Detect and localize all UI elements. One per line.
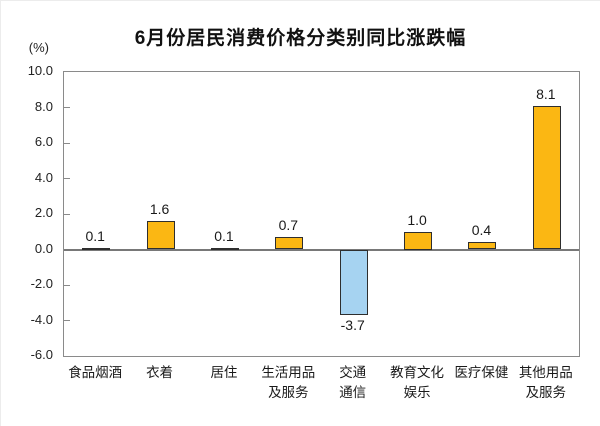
bar-value-label: 0.7 <box>278 217 299 234</box>
bar <box>404 231 433 250</box>
y-axis-tick-label: -2.0 <box>30 276 53 291</box>
y-axis-tick-label: 2.0 <box>34 205 53 220</box>
x-axis-category-label: 交通 通信 <box>339 365 367 400</box>
bar-value-label: -3.7 <box>340 317 365 334</box>
zero-axis-line <box>64 248 579 251</box>
x-axis-category-label: 教育文化 娱乐 <box>390 365 445 400</box>
x-axis-category-label: 衣着 <box>146 365 174 380</box>
bar <box>468 242 497 250</box>
y-axis-unit-label: (%) <box>28 40 49 55</box>
bar <box>532 105 561 250</box>
y-axis-tick-label: 10.0 <box>27 63 53 78</box>
y-axis-tick-mark <box>64 320 70 321</box>
bar-value-label: 1.0 <box>407 211 427 228</box>
bar-value-label: 1.6 <box>149 201 170 218</box>
bar <box>82 247 111 250</box>
plot-area <box>63 71 580 357</box>
bar-value-label: 0.1 <box>214 227 234 244</box>
y-axis-tick-label: -4.0 <box>30 311 53 327</box>
x-axis-category-label: 医疗保健 <box>454 365 509 380</box>
y-axis-tick-label: 6.0 <box>34 134 53 149</box>
y-axis-tick-label: 8.0 <box>34 98 53 114</box>
bar <box>275 237 304 250</box>
chart-title: 6月份居民消费价格分类别同比涨跌幅 <box>134 28 467 49</box>
bar <box>339 249 368 316</box>
y-axis-tick-mark <box>64 178 70 179</box>
x-axis-category-label: 居住 <box>210 365 238 380</box>
bar-value-label: 0.1 <box>85 227 105 244</box>
x-axis-category-label: 其他用品 及服务 <box>518 365 573 400</box>
y-axis-tick-label: 0.0 <box>34 240 53 256</box>
y-axis-tick-mark <box>64 107 70 108</box>
y-axis-tick-mark <box>64 284 70 286</box>
y-axis-tick-label: -6.0 <box>30 347 53 362</box>
bar-value-label: 8.1 <box>536 85 556 102</box>
bar-value-label: 0.4 <box>471 222 492 239</box>
x-axis-category-label: 食品烟酒 <box>68 365 123 380</box>
bar <box>210 247 239 250</box>
x-axis-category-label: 生活用品 及服务 <box>261 365 316 400</box>
bar <box>146 221 175 250</box>
y-axis-tick-label: 4.0 <box>34 169 53 185</box>
y-axis-tick-mark <box>64 142 70 144</box>
y-axis-tick-mark <box>64 213 70 215</box>
